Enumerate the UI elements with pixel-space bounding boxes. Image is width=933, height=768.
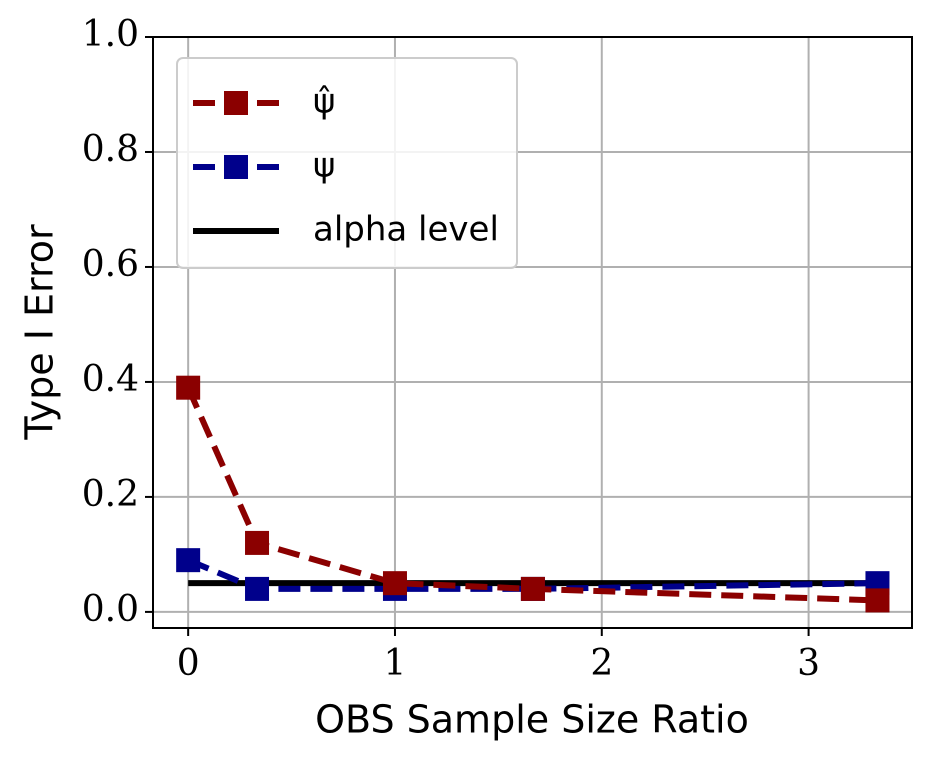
marker	[176, 375, 201, 400]
legend-label: ψ	[313, 146, 335, 186]
y-tick-label: 0.2	[82, 474, 139, 515]
plot-frame	[152, 36, 913, 629]
y-tick-label: 0.6	[82, 244, 139, 285]
x-axis-label: OBS Sample Size Ratio	[315, 698, 749, 742]
marker	[520, 576, 545, 601]
x-tick-label: 1	[384, 643, 407, 684]
y-tick-label: 0.8	[82, 129, 139, 170]
legend-box	[176, 57, 518, 269]
x-tick-label: 2	[590, 643, 613, 684]
marker	[865, 588, 890, 613]
x-tick-label: 3	[797, 643, 820, 684]
marker	[382, 571, 407, 596]
y-tick-label: 0.4	[82, 359, 139, 400]
series-line	[185, 386, 878, 604]
legend-label: alpha level	[313, 210, 499, 250]
legend-marker	[224, 91, 248, 115]
y-tick-label: 0.0	[82, 589, 139, 630]
legend-marker	[224, 155, 248, 179]
legend-label: ψ̂	[313, 82, 335, 122]
y-axis-label: Type I Error	[18, 224, 62, 441]
marker	[245, 576, 270, 601]
marker	[245, 530, 270, 555]
y-tick-label: 1.0	[82, 14, 139, 55]
x-tick-label: 0	[177, 643, 200, 684]
marker	[176, 548, 201, 573]
